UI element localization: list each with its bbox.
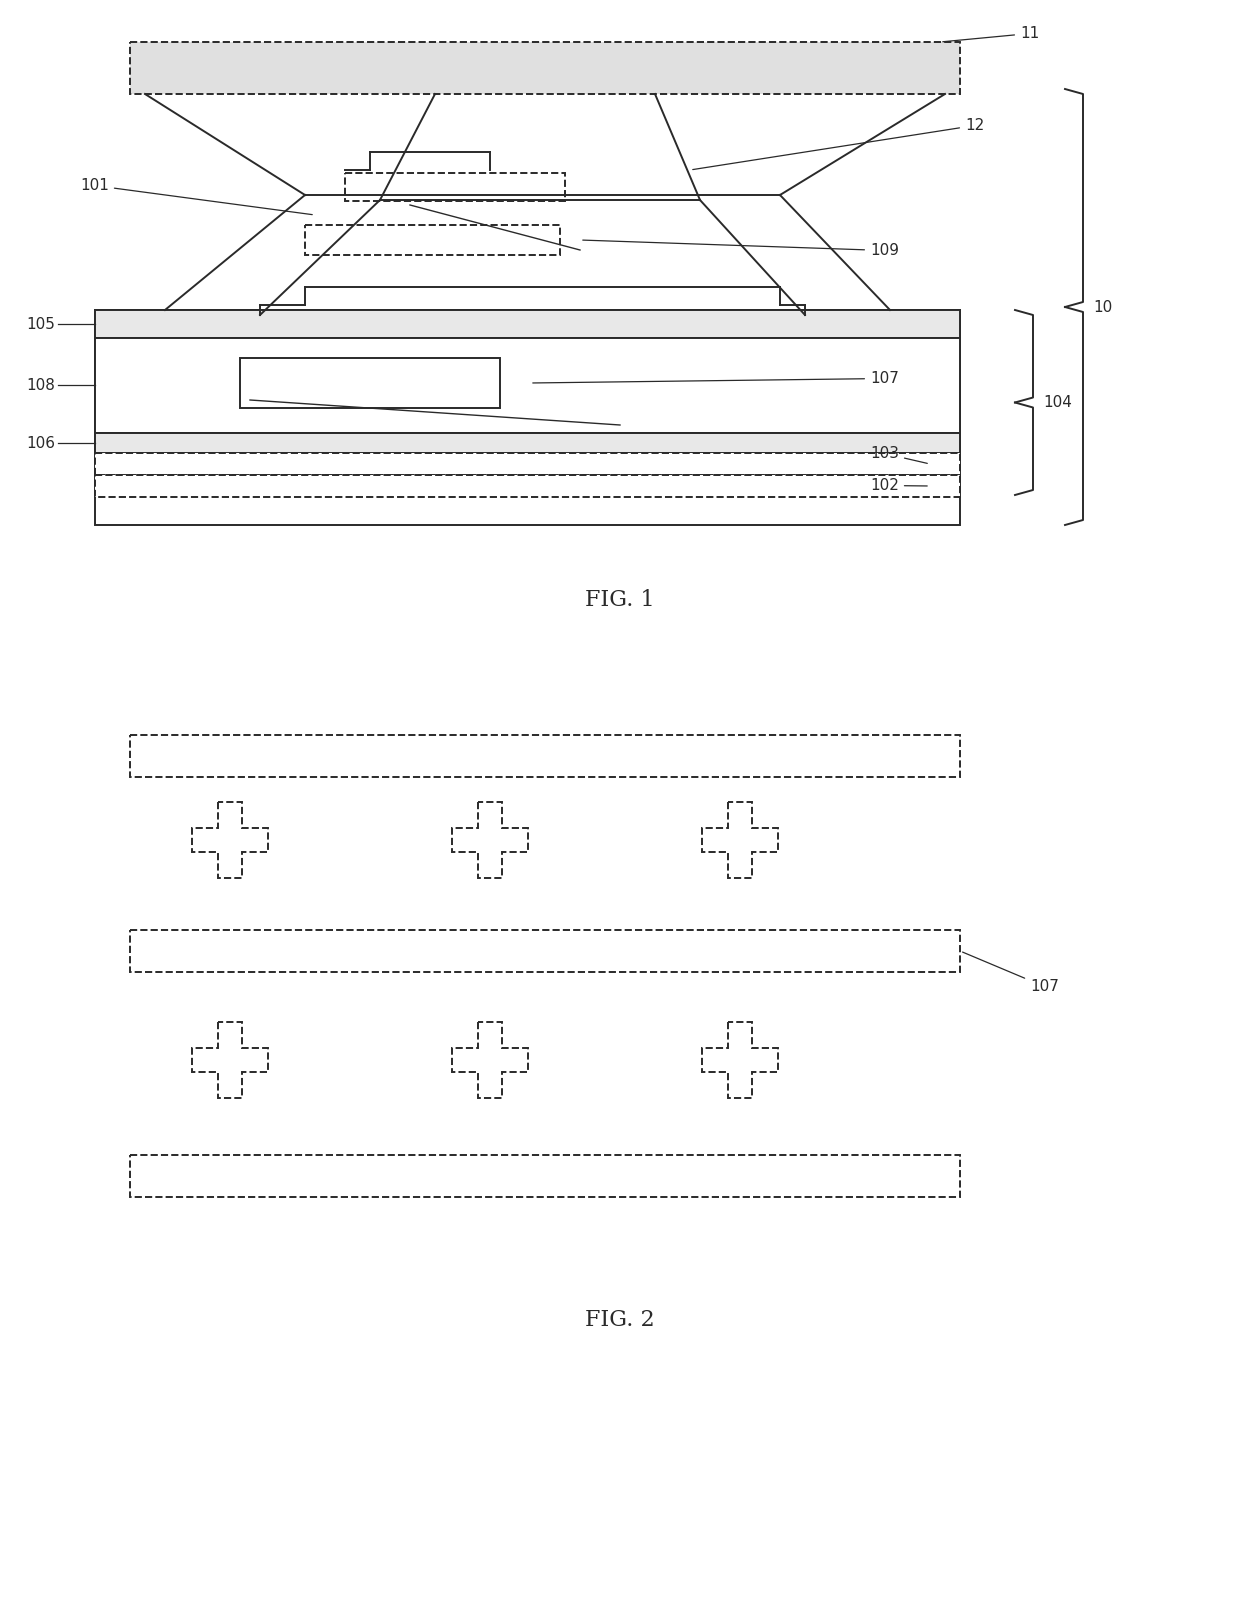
Text: FIG. 1: FIG. 1	[585, 589, 655, 611]
Bar	[95, 454, 960, 475]
Text: 104: 104	[1043, 394, 1071, 410]
Text: 10: 10	[1092, 299, 1112, 314]
Bar	[130, 930, 960, 972]
Text: 106: 106	[26, 436, 55, 451]
Polygon shape	[702, 801, 777, 879]
Text: 12: 12	[693, 117, 985, 169]
Text: 101: 101	[81, 179, 312, 214]
Bar	[130, 1155, 960, 1197]
Text: 105: 105	[26, 317, 55, 331]
Text: FIG. 2: FIG. 2	[585, 1310, 655, 1331]
Bar	[305, 225, 560, 254]
Bar	[241, 357, 500, 409]
Text: 107: 107	[533, 372, 899, 386]
Polygon shape	[453, 801, 528, 879]
Polygon shape	[702, 1022, 777, 1097]
Polygon shape	[192, 1022, 268, 1097]
Bar	[95, 338, 960, 433]
Bar	[130, 735, 960, 777]
Bar	[95, 475, 960, 497]
Bar	[345, 174, 565, 201]
Bar	[130, 42, 960, 93]
Text: 107: 107	[962, 953, 1059, 994]
Polygon shape	[192, 801, 268, 879]
Bar	[95, 311, 960, 525]
Text: 109: 109	[583, 240, 899, 257]
Text: 11: 11	[942, 26, 1039, 42]
Polygon shape	[453, 1022, 528, 1097]
Text: 103: 103	[870, 446, 928, 463]
Text: 102: 102	[870, 478, 928, 492]
Bar	[95, 433, 960, 454]
Text: 108: 108	[26, 378, 55, 393]
Bar	[95, 311, 960, 338]
